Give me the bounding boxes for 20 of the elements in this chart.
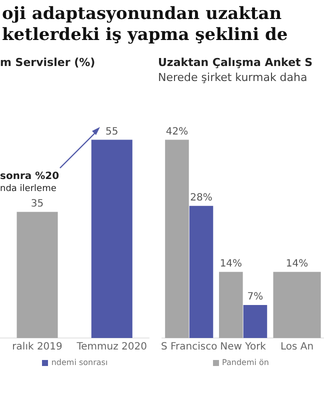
x-tick-label: Temmuz 2020 xyxy=(76,342,148,353)
legend-label: ndemi sonrası xyxy=(51,358,108,367)
annotation: sonra %20 xyxy=(0,170,60,183)
chart-title: oji adaptasyonundan uzaktan ketlerdeki iş yapma şeklini de xyxy=(1,3,289,47)
data-label: 14% xyxy=(220,258,242,270)
data-label: 42% xyxy=(166,126,188,138)
data-label: 28% xyxy=(190,192,212,204)
chart-title: Uzaktan Çalışma Anket S xyxy=(158,56,314,69)
x-tick-label: Los An xyxy=(280,342,314,353)
data-label: 35 xyxy=(30,198,44,210)
annotation: nda ilerleme xyxy=(0,183,58,196)
data-label: 55 xyxy=(106,126,118,138)
data-label: 7% xyxy=(247,292,264,303)
x-tick-label: S Francisco xyxy=(161,342,218,353)
legend-label: Pandemi ön xyxy=(222,358,269,367)
chart-subtitle: Nerede şirket kurmak daha xyxy=(158,71,308,84)
chart-subtitle: m Servisler (%) xyxy=(0,55,96,71)
x-tick-label: ralık 2019 xyxy=(12,342,62,353)
data-label: 14% xyxy=(286,258,308,270)
x-tick-label: New York xyxy=(220,342,266,353)
